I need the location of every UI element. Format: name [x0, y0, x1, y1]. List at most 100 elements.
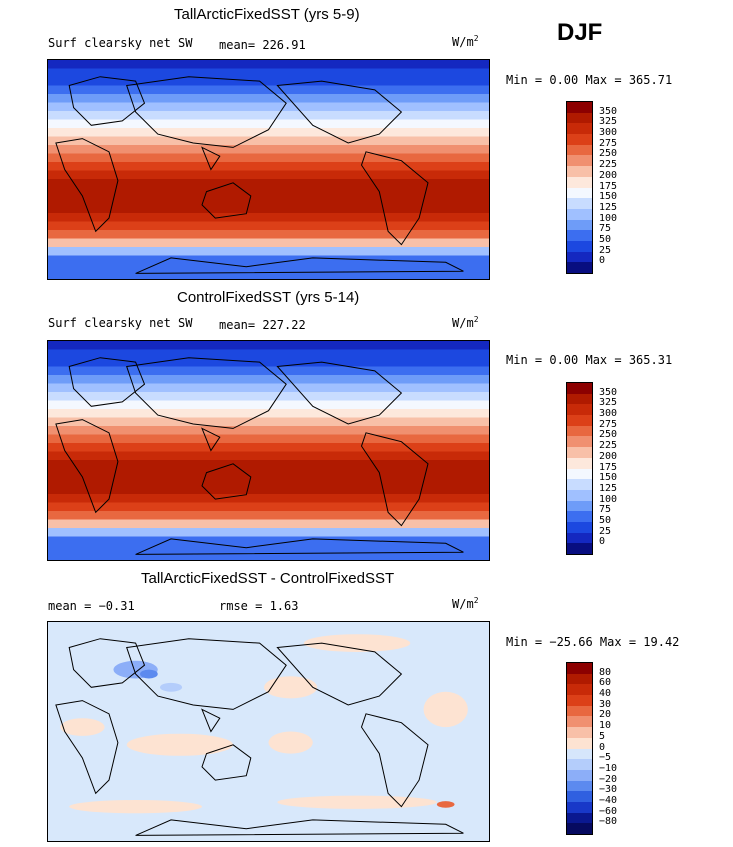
- panel-3-mean: mean = −0.31: [48, 599, 135, 613]
- colorbar-tick-label: 225: [599, 440, 618, 452]
- panel-1-minmax: Min = 0.00 Max = 365.71: [506, 73, 673, 87]
- colorbar-swatch: [567, 219, 592, 231]
- colorbar-tick-label: 150: [599, 191, 618, 203]
- colorbar-tick-label: −10: [599, 762, 618, 774]
- colorbar-swatch: [567, 468, 592, 480]
- colorbar-tick-label: 100: [599, 493, 618, 505]
- colorbar-swatch: [567, 123, 592, 135]
- panel-2-map: [47, 340, 490, 561]
- colorbar-swatch: [567, 791, 592, 802]
- colorbar-swatch: [567, 727, 592, 738]
- colorbar-swatch: [567, 144, 592, 156]
- colorbar-swatch: [567, 748, 592, 760]
- colorbar-swatch: [567, 823, 592, 834]
- colorbar-tick-label: −40: [599, 794, 618, 806]
- colorbar-tick-label: 0: [599, 741, 606, 753]
- colorbar-swatch: [567, 176, 592, 188]
- colorbar-swatch: [567, 262, 592, 273]
- colorbar-tick-label: −60: [599, 805, 618, 817]
- colorbar-swatch: [567, 479, 592, 490]
- panel-1-map: [47, 59, 490, 280]
- colorbar-tick-label: 200: [599, 169, 618, 181]
- colorbar-tick-label: 75: [599, 223, 612, 235]
- colorbar-swatch: [567, 521, 592, 533]
- colorbar-tick-label: −20: [599, 773, 618, 785]
- colorbar-swatch: [567, 134, 592, 145]
- panel-1-units: W/m2: [452, 34, 479, 49]
- colorbar-tick-label: 40: [599, 688, 612, 700]
- colorbar-swatch: [567, 251, 592, 263]
- colorbar-swatch: [567, 780, 592, 792]
- colorbar-tick-label: 5: [599, 730, 606, 742]
- colorbar-tick-label: 275: [599, 418, 618, 430]
- panel-3-rmse: rmse = 1.63: [219, 599, 299, 613]
- colorbar-swatch: [567, 187, 592, 199]
- colorbar-swatch: [567, 447, 592, 458]
- colorbar-tick-label: 275: [599, 137, 618, 149]
- colorbar-swatch: [567, 198, 592, 209]
- colorbar-tick-label: 80: [599, 666, 612, 678]
- colorbar-swatch: [567, 112, 592, 124]
- panel-2-colorbar: [566, 382, 593, 555]
- colorbar-tick-label: 0: [599, 255, 606, 267]
- colorbar-tick-label: 125: [599, 482, 618, 494]
- colorbar-tick-label: 25: [599, 525, 612, 537]
- colorbar-tick-label: −80: [599, 816, 618, 828]
- panel-1-colorbar: [566, 101, 593, 274]
- colorbar-tick-label: 300: [599, 127, 618, 139]
- colorbar-tick-label: 200: [599, 450, 618, 462]
- panel-2-units: W/m2: [452, 315, 479, 330]
- panel-2-variable: Surf clearsky net SW: [48, 316, 193, 330]
- colorbar-swatch: [567, 500, 592, 512]
- colorbar-swatch: [567, 769, 592, 781]
- colorbar-swatch: [567, 383, 592, 394]
- colorbar-tick-label: 10: [599, 720, 612, 732]
- colorbar-swatch: [567, 737, 592, 749]
- colorbar-tick-label: 325: [599, 116, 618, 128]
- colorbar-tick-label: 100: [599, 212, 618, 224]
- colorbar-swatch: [567, 393, 592, 405]
- colorbar-swatch: [567, 166, 592, 177]
- colorbar-tick-label: 325: [599, 397, 618, 409]
- colorbar-swatch: [567, 543, 592, 554]
- colorbar-tick-label: 50: [599, 514, 612, 526]
- colorbar-tick-label: 300: [599, 408, 618, 420]
- panel-3-title: TallArcticFixedSST - ControlFixedSST: [141, 570, 395, 587]
- colorbar-swatch: [567, 705, 592, 717]
- colorbar-swatch: [567, 208, 592, 220]
- colorbar-tick-label: 25: [599, 244, 612, 256]
- panel-3-units: W/m2: [452, 596, 479, 611]
- colorbar-swatch: [567, 695, 592, 706]
- colorbar-tick-label: 175: [599, 180, 618, 192]
- colorbar-tick-label: 350: [599, 386, 618, 398]
- colorbar-swatch: [567, 511, 592, 522]
- colorbar-swatch: [567, 759, 592, 770]
- colorbar-swatch: [567, 489, 592, 501]
- colorbar-tick-label: 250: [599, 429, 618, 441]
- colorbar-swatch: [567, 716, 592, 728]
- colorbar-swatch: [567, 812, 592, 824]
- colorbar-swatch: [567, 684, 592, 696]
- panel-2-minmax: Min = 0.00 Max = 365.31: [506, 353, 673, 367]
- colorbar-swatch: [567, 673, 592, 685]
- colorbar-swatch: [567, 801, 592, 813]
- panel-1-mean: mean= 226.91: [219, 38, 306, 52]
- colorbar-tick-label: −30: [599, 784, 618, 796]
- panel-2-mean: mean= 227.22: [219, 318, 306, 332]
- colorbar-swatch: [567, 404, 592, 416]
- colorbar-tick-label: 250: [599, 148, 618, 160]
- colorbar-swatch: [567, 436, 592, 448]
- colorbar-tick-label: 225: [599, 159, 618, 171]
- colorbar-swatch: [567, 425, 592, 437]
- colorbar-tick-label: 75: [599, 504, 612, 516]
- colorbar-tick-label: 0: [599, 536, 606, 548]
- colorbar-swatch: [567, 155, 592, 167]
- colorbar-tick-label: 150: [599, 472, 618, 484]
- panel-3-minmax: Min = −25.66 Max = 19.42: [506, 635, 680, 649]
- colorbar-swatch: [567, 240, 592, 252]
- panel-1-title: TallArcticFixedSST (yrs 5-9): [174, 6, 360, 23]
- colorbar-swatch: [567, 230, 592, 241]
- colorbar-swatch: [567, 663, 592, 674]
- colorbar-tick-label: −5: [599, 752, 612, 764]
- panel-2-title: ControlFixedSST (yrs 5-14): [177, 289, 360, 306]
